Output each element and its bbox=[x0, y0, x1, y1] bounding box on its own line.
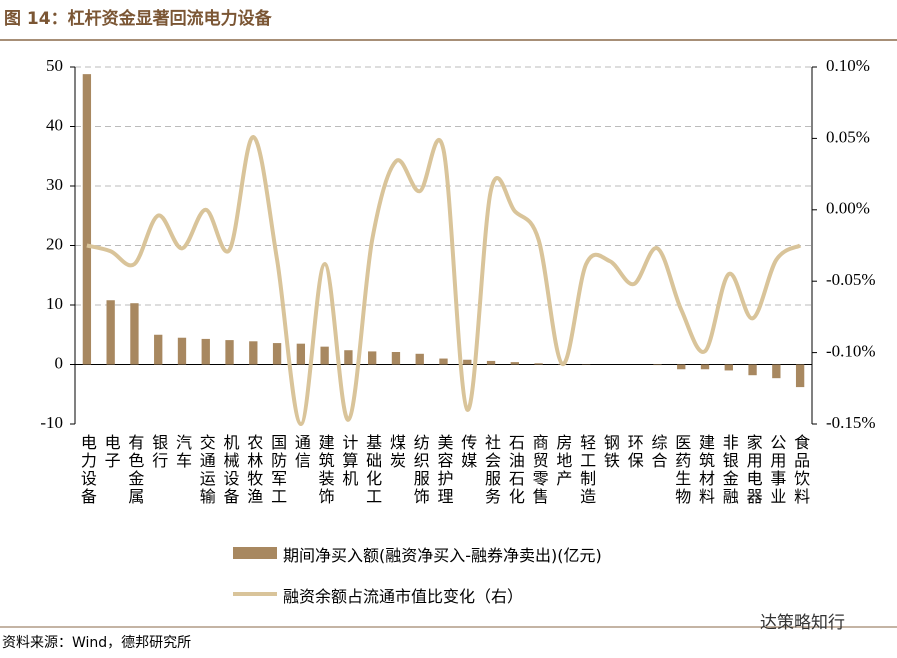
bar bbox=[201, 338, 210, 365]
bar bbox=[439, 358, 448, 365]
x-tick-label: 纺织服饰 bbox=[410, 434, 430, 506]
x-tick-label: 食品饮料 bbox=[791, 434, 811, 506]
x-tick-label: 国防军工 bbox=[268, 434, 288, 506]
x-tick-label: 汽车 bbox=[172, 434, 192, 470]
x-tick-label: 房地产 bbox=[553, 434, 573, 488]
x-tick-label: 钢铁 bbox=[600, 434, 620, 470]
bar bbox=[272, 343, 282, 365]
x-tick-label: 医药生物 bbox=[672, 434, 692, 506]
x-tick-label: 有色金属 bbox=[125, 434, 145, 506]
x-tick-label: 建筑材料 bbox=[696, 434, 716, 506]
source: 资料来源：Wind，德邦研究所 bbox=[2, 635, 192, 651]
bar bbox=[249, 341, 258, 365]
figure-title: 图 14：杠杆资金显著回流电力设备 bbox=[4, 9, 272, 29]
x-tick-label: 煤炭 bbox=[386, 434, 406, 470]
legend-label: 期间净买入额(融资净买入-融券净卖出)(亿元) bbox=[283, 546, 602, 565]
bar bbox=[677, 364, 686, 370]
y2-tick-label: 0.05% bbox=[826, 127, 870, 146]
x-tick-label: 银行 bbox=[149, 434, 169, 470]
y2-tick-label: 0.00% bbox=[826, 199, 870, 218]
y-tick-label: 0 bbox=[55, 353, 64, 372]
watermark: 达策略知行 bbox=[760, 613, 845, 633]
x-tick-label: 传媒 bbox=[458, 434, 478, 470]
y-tick-label: 20 bbox=[46, 234, 63, 253]
y-tick-label: -10 bbox=[40, 413, 63, 432]
y-tick-label: 40 bbox=[46, 115, 63, 134]
bar bbox=[391, 352, 401, 365]
bar bbox=[463, 359, 472, 365]
y2-tick-label: -0.10% bbox=[826, 342, 876, 361]
y-tick-label: 30 bbox=[46, 175, 63, 194]
x-tick-label: 建筑装饰 bbox=[315, 434, 335, 506]
bar bbox=[154, 334, 163, 365]
x-tick-label: 美容护理 bbox=[434, 434, 454, 506]
y2-tick-label: -0.15% bbox=[826, 413, 876, 432]
bar bbox=[130, 303, 139, 365]
bar bbox=[700, 364, 710, 370]
bar bbox=[795, 364, 805, 388]
y-tick-label: 10 bbox=[46, 294, 63, 313]
bar bbox=[225, 340, 234, 365]
legend-swatch bbox=[233, 547, 277, 559]
x-tick-label: 农林牧渔 bbox=[244, 434, 264, 506]
x-tick-label: 电力设备 bbox=[77, 434, 97, 506]
x-tick-label: 轻工制造 bbox=[577, 434, 597, 506]
x-tick-label: 机械设备 bbox=[220, 434, 240, 506]
x-tick-label: 家用电器 bbox=[743, 434, 763, 506]
y2-tick-label: 0.10% bbox=[826, 56, 870, 75]
bar bbox=[82, 74, 92, 365]
bar bbox=[534, 363, 543, 365]
x-tick-label: 基础化工 bbox=[363, 434, 383, 506]
bar bbox=[653, 364, 662, 366]
x-tick-label: 交通运输 bbox=[196, 434, 216, 506]
y-tick-label: 50 bbox=[46, 56, 63, 75]
bar bbox=[177, 337, 187, 365]
x-tick-label: 公用事业 bbox=[767, 434, 787, 506]
x-tick-label: 电子 bbox=[101, 434, 121, 470]
x-tick-label: 环保 bbox=[624, 434, 644, 470]
legend-label: 融资余额占流通市值比变化（右） bbox=[283, 587, 524, 606]
bar bbox=[510, 362, 519, 365]
line bbox=[86, 134, 802, 427]
x-tick-label: 通信 bbox=[291, 434, 311, 470]
x-tick-label: 商贸零售 bbox=[529, 434, 549, 506]
bar bbox=[748, 364, 757, 376]
bar bbox=[320, 346, 329, 365]
x-tick-label: 社会服务 bbox=[482, 434, 502, 506]
bar bbox=[415, 353, 424, 365]
bar bbox=[486, 360, 496, 365]
x-tick-label: 计算机 bbox=[339, 434, 359, 488]
bar bbox=[344, 350, 353, 365]
x-tick-label: 综合 bbox=[648, 434, 668, 470]
y2-tick-label: -0.05% bbox=[826, 270, 876, 289]
bar bbox=[724, 364, 733, 371]
x-tick-label: 非银金融 bbox=[719, 434, 739, 506]
x-tick-label: 石油石化 bbox=[505, 434, 525, 506]
bar bbox=[772, 364, 781, 379]
bar bbox=[106, 300, 115, 365]
bar bbox=[296, 343, 306, 365]
bar bbox=[368, 351, 377, 365]
